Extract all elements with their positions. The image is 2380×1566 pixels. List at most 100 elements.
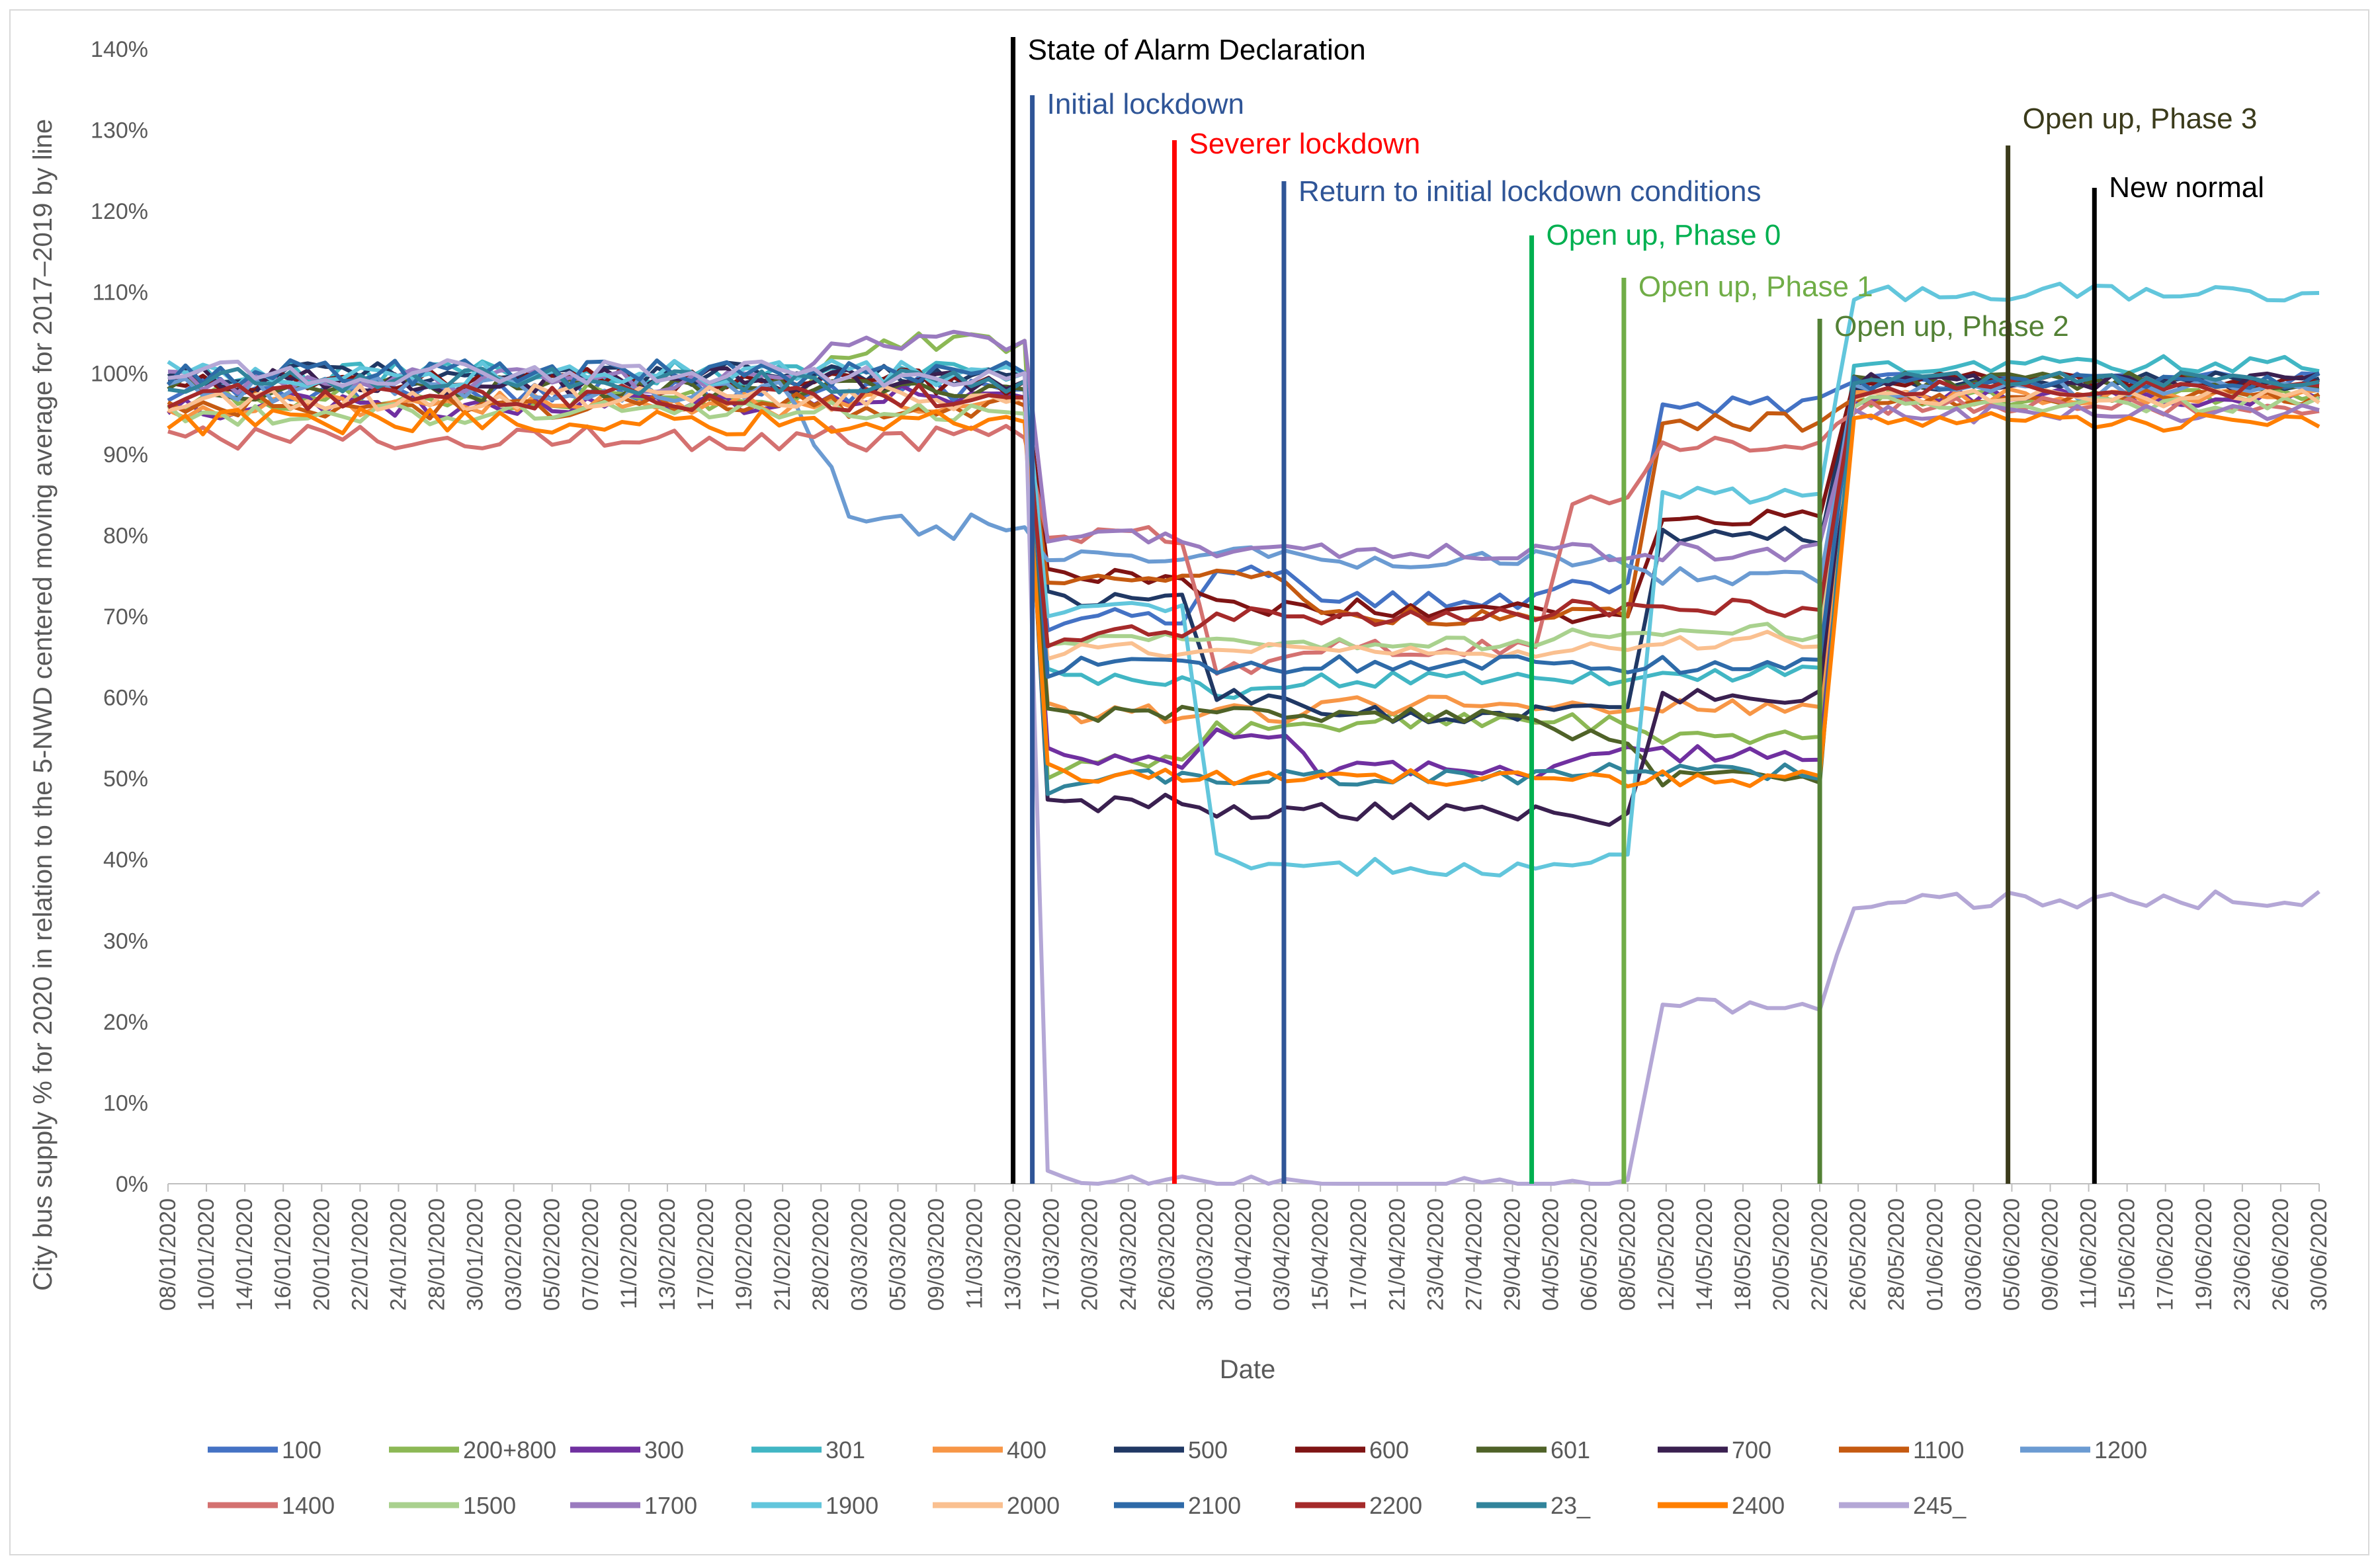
x-tick-label: 05/06/2020 xyxy=(1999,1198,2024,1311)
legend-label: 23_ xyxy=(1551,1492,1591,1519)
legend: 100 200+800 300 301 400 500 600 601 700 1100 1200 1… xyxy=(208,1436,2147,1519)
legend-label: 1100 xyxy=(1913,1436,1964,1463)
x-tick-label: 11/03/2020 xyxy=(962,1198,988,1309)
series-line-245_ xyxy=(167,358,2320,1186)
y-tick-label: 80% xyxy=(103,523,148,548)
x-tick-label: 16/01/2020 xyxy=(271,1198,296,1311)
x-tick-label: 11/06/2020 xyxy=(2076,1198,2102,1309)
y-tick-label: 90% xyxy=(103,442,148,468)
series-line-601 xyxy=(167,370,2320,788)
x-tick-label: 07/02/2020 xyxy=(578,1198,603,1311)
x-tick-label: 22/01/2020 xyxy=(347,1198,372,1311)
y-tick-label: 0% xyxy=(116,1172,148,1197)
x-tick-label: 23/06/2020 xyxy=(2230,1198,2255,1311)
x-tick-label: 21/04/2020 xyxy=(1384,1198,1410,1311)
legend-label: 1900 xyxy=(826,1492,878,1519)
x-tick-label: 17/03/2020 xyxy=(1039,1198,1064,1311)
y-tick-label: 100% xyxy=(91,361,148,386)
x-tick-label: 13/02/2020 xyxy=(655,1198,680,1311)
legend-label: 245_ xyxy=(1913,1492,1967,1519)
x-tick-label: 14/05/2020 xyxy=(1692,1198,1717,1311)
x-tick-label: 12/05/2020 xyxy=(1654,1198,1679,1311)
x-tick-label: 15/06/2020 xyxy=(2115,1198,2140,1311)
legend-label: 300 xyxy=(644,1436,684,1463)
event-label: Return to initial lockdown conditions xyxy=(1298,175,1762,208)
x-tick-label: 30/03/2020 xyxy=(1193,1198,1218,1311)
event-label: Severer lockdown xyxy=(1189,128,1420,160)
event-label: Open up, Phase 1 xyxy=(1638,270,1873,303)
legend-label: 601 xyxy=(1551,1436,1590,1463)
series-line-400 xyxy=(167,387,2320,725)
x-tick-label: 01/04/2020 xyxy=(1231,1198,1256,1311)
line-chart: 0% 10% 20% 30% 40% 50% 60% 70% 80% 90% 100% 110% 120… xyxy=(28,34,2332,1519)
x-tick-label: 26/06/2020 xyxy=(2268,1198,2293,1311)
y-axis-title: City bus supply % for 2020 in relation t… xyxy=(28,119,58,1291)
legend-label: 100 xyxy=(282,1436,321,1463)
y-tick-label: 70% xyxy=(103,604,148,630)
x-tick-label: 11/02/2020 xyxy=(616,1198,642,1309)
x-tick-label: 21/02/2020 xyxy=(770,1198,795,1311)
x-tick-label: 17/06/2020 xyxy=(2153,1198,2178,1311)
series-line-2200 xyxy=(167,378,2320,649)
y-tick-label: 20% xyxy=(103,1010,148,1035)
series-line-700 xyxy=(167,366,2320,827)
x-tick-label: 08/05/2020 xyxy=(1615,1198,1640,1311)
legend-label: 301 xyxy=(826,1436,865,1463)
x-tick-label: 08/01/2020 xyxy=(155,1198,181,1311)
x-tick-label: 01/06/2020 xyxy=(1922,1198,1947,1311)
y-tick-label: 140% xyxy=(91,37,148,62)
x-tick-label: 17/04/2020 xyxy=(1346,1198,1371,1311)
series-line-1400 xyxy=(167,395,2320,676)
legend-label: 2100 xyxy=(1188,1492,1241,1519)
series-line-1100 xyxy=(167,388,2320,627)
x-tick-label: 29/04/2020 xyxy=(1500,1198,1525,1311)
x-tick-label: 15/04/2020 xyxy=(1308,1198,1333,1311)
x-tick-label: 28/01/2020 xyxy=(425,1198,450,1311)
chart-frame: 0% 10% 20% 30% 40% 50% 60% 70% 80% 90% 100% 110% 120… xyxy=(9,9,2369,1555)
legend-label: 1200 xyxy=(2094,1436,2147,1463)
event-label: Initial lockdown xyxy=(1047,88,1244,120)
x-tick-label: 28/05/2020 xyxy=(1884,1198,1909,1311)
x-tick-label: 17/02/2020 xyxy=(693,1198,718,1311)
x-tick-label: 27/04/2020 xyxy=(1461,1198,1486,1311)
x-tick-label: 20/05/2020 xyxy=(1769,1198,1794,1311)
event-label: Open up, Phase 2 xyxy=(1834,310,2069,343)
y-tick-label: 10% xyxy=(103,1091,148,1116)
legend-label: 200+800 xyxy=(463,1436,556,1463)
series-layer xyxy=(166,282,2320,1186)
legend-label: 400 xyxy=(1007,1436,1046,1463)
series-line-23_ xyxy=(167,366,2320,796)
legend-label: 2400 xyxy=(1732,1492,1785,1519)
x-tick-label: 20/03/2020 xyxy=(1078,1198,1103,1311)
legend-label: 1400 xyxy=(282,1492,335,1519)
x-tick-label: 04/05/2020 xyxy=(1539,1198,1564,1311)
legend-label: 600 xyxy=(1369,1436,1409,1463)
event-label: Open up, Phase 0 xyxy=(1547,219,1781,251)
x-tick-label: 09/03/2020 xyxy=(923,1198,949,1311)
x-tick-label: 19/02/2020 xyxy=(732,1198,757,1311)
x-tick-label: 28/02/2020 xyxy=(808,1198,833,1311)
x-tick-label: 19/06/2020 xyxy=(2191,1198,2217,1311)
y-tick-label: 120% xyxy=(91,199,148,224)
x-tick-label: 20/01/2020 xyxy=(309,1198,334,1311)
x-tick-label: 14/01/2020 xyxy=(232,1198,257,1311)
x-tick-label: 23/04/2020 xyxy=(1423,1198,1448,1311)
x-axis-title: Date xyxy=(1220,1355,1276,1384)
x-tick-label: 22/05/2020 xyxy=(1807,1198,1832,1311)
x-tick-label: 06/05/2020 xyxy=(1577,1198,1602,1311)
x-tick-label: 24/03/2020 xyxy=(1116,1198,1141,1311)
x-tick-label: 30/01/2020 xyxy=(463,1198,488,1311)
legend-label: 2200 xyxy=(1369,1492,1422,1519)
legend-label: 1700 xyxy=(644,1492,697,1519)
x-tick-label: 05/02/2020 xyxy=(540,1198,565,1311)
y-tick-label: 60% xyxy=(103,686,148,711)
axis-layer: 0% 10% 20% 30% 40% 50% 60% 70% 80% 90% 100% 110% 120… xyxy=(91,37,2332,1311)
series-line-2000 xyxy=(167,383,2320,661)
series-line-2400 xyxy=(167,407,2320,789)
x-tick-label: 03/03/2020 xyxy=(847,1198,872,1311)
y-tick-label: 30% xyxy=(103,928,148,954)
event-label: New normal xyxy=(2109,171,2264,204)
x-tick-label: 09/06/2020 xyxy=(2038,1198,2063,1311)
x-tick-label: 03/02/2020 xyxy=(501,1198,527,1311)
x-tick-label: 30/06/2020 xyxy=(2307,1198,2332,1311)
